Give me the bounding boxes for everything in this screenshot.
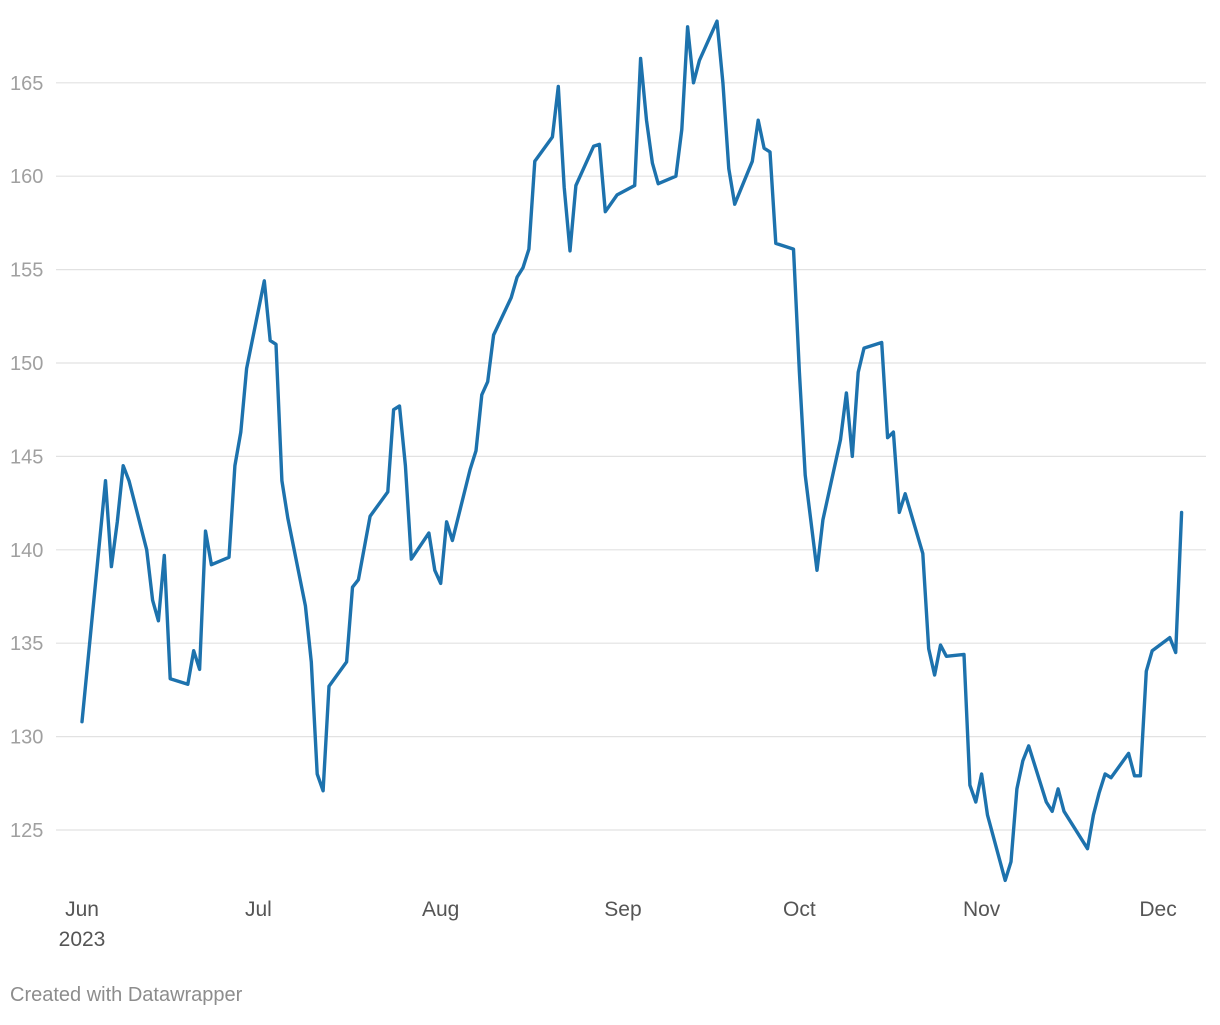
x-tick-label: Jul [245, 898, 272, 921]
y-tick-label: 145 [10, 446, 43, 468]
x-tick-label: Oct [783, 898, 816, 921]
x-axis-ticks: Jun 2023 Jul Aug Sep Oct Nov Dec [59, 898, 1177, 951]
x-tick-label: Nov [963, 898, 1001, 921]
x-tick-label: Sep [604, 898, 641, 921]
y-tick-label: 135 [10, 633, 43, 655]
y-tick-label: 150 [10, 353, 43, 375]
y-axis-ticks: 125 130 135 140 145 150 155 160 165 [10, 73, 43, 842]
y-tick-label: 130 [10, 727, 43, 749]
y-tick-label: 125 [10, 820, 43, 842]
y-tick-label: 165 [10, 73, 43, 95]
x-tick-year-label: 2023 [59, 928, 106, 951]
credit-footer: Created with Datawrapper [10, 984, 243, 1006]
x-tick-label: Jun [65, 898, 99, 921]
y-tick-label: 140 [10, 540, 43, 562]
series-layer [80, 19, 1184, 883]
y-tick-label: 155 [10, 260, 43, 282]
x-tick-label: Aug [422, 898, 459, 921]
gridlines [56, 82, 1206, 831]
series-line [80, 19, 1184, 883]
y-tick-label: 160 [10, 166, 43, 188]
x-tick-label: Dec [1139, 898, 1176, 921]
